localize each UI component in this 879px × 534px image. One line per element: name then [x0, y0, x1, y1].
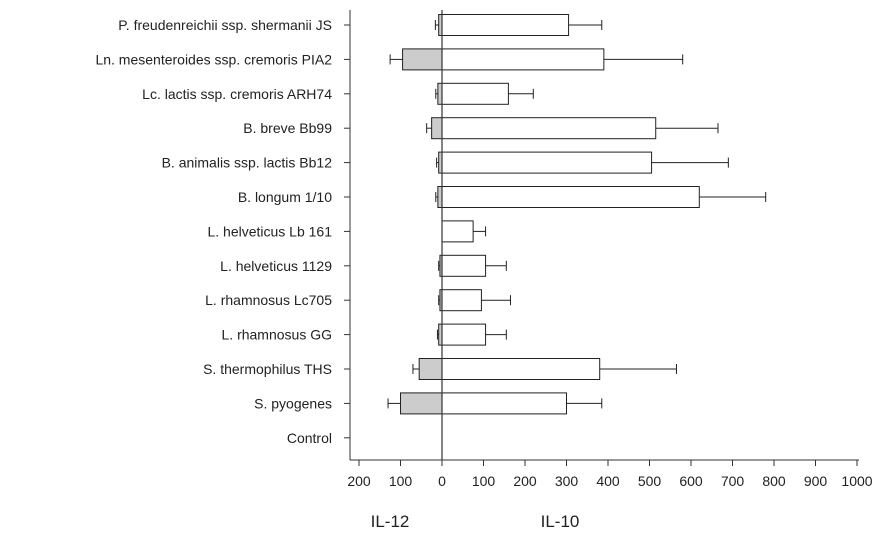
- x-tick-label: 1000: [841, 473, 872, 489]
- bar-il10: [441, 289, 482, 312]
- bar-il10: [441, 48, 605, 71]
- bar-il10: [441, 117, 657, 140]
- category-label: B. breve Bb99: [243, 120, 332, 136]
- bar-il10: [441, 186, 700, 208]
- x-tick-label: 600: [679, 473, 703, 489]
- bar-il12: [418, 358, 443, 380]
- bar-il10: [441, 151, 653, 174]
- bar-il10: [441, 392, 567, 415]
- category-label: P. freudenreichii ssp. shermanii JS: [118, 17, 332, 33]
- x-tick-label: 900: [804, 473, 828, 489]
- x-tick-label: 100: [389, 473, 413, 489]
- x-tick-label: 200: [347, 473, 371, 489]
- category-label: S. thermophilus THS: [203, 361, 332, 377]
- category-label: Control: [287, 430, 332, 446]
- x-tick-label: 0: [438, 473, 446, 489]
- category-label: B. animalis ssp. lactis Bb12: [162, 155, 333, 171]
- bar-il10: [441, 254, 487, 277]
- bar-il10: [441, 323, 487, 346]
- category-label: Ln. mesenteroides ssp. cremoris PIA2: [95, 51, 332, 67]
- category-label: L. helveticus Lb 161: [207, 223, 332, 239]
- bar-il12: [431, 117, 443, 140]
- x-tick-label: 800: [762, 473, 786, 489]
- bar-il10: [441, 82, 509, 105]
- category-label: L. helveticus 1129: [220, 258, 332, 274]
- plot-area: [387, 14, 767, 415]
- group-label-il10: IL-10: [541, 512, 580, 531]
- x-tick-label: 200: [513, 473, 537, 489]
- bar-il10: [441, 14, 570, 36]
- bar-il10: [441, 220, 474, 243]
- bar-il12: [402, 48, 443, 71]
- bar-il12: [437, 82, 443, 105]
- bar-il12: [400, 392, 443, 415]
- group-label-il12: IL-12: [371, 512, 410, 531]
- x-tick-label: 400: [596, 473, 620, 489]
- x-tick-label: 300: [555, 473, 579, 489]
- category-label: Lc. lactis ssp. cremoris ARH74: [142, 86, 332, 102]
- category-label: B. longum 1/10: [238, 189, 332, 205]
- bar-il10: [441, 358, 601, 380]
- category-labels: P. freudenreichii ssp. shermanii JS Ln. m…: [95, 17, 332, 446]
- bar-il12: [437, 186, 443, 208]
- x-tick-label: 100: [472, 473, 496, 489]
- category-label: S. pyogenes: [254, 395, 332, 411]
- x-axis: 200 100 0 100 200 300 400 500 600 700 800 900 1000: [344, 10, 873, 489]
- x-tick-label: 500: [638, 473, 662, 489]
- category-label: L. rhamnosus Lc705: [205, 292, 332, 308]
- x-tick-label: 700: [721, 473, 745, 489]
- category-label: L. rhamnosus GG: [222, 327, 333, 343]
